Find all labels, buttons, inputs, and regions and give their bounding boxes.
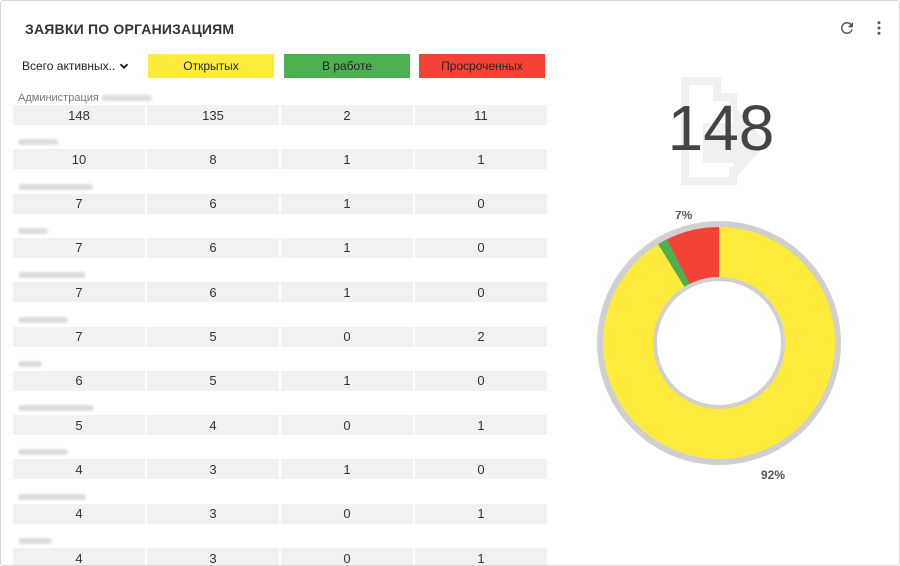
cell-overdue: 2 <box>415 326 547 347</box>
cell-in-work: 1 <box>281 193 413 214</box>
cell-overdue: 1 <box>415 548 547 565</box>
org-name <box>18 180 93 194</box>
org-name-text: Администрация <box>18 92 99 104</box>
cell-total: 7 <box>13 193 145 214</box>
org-name <box>18 135 58 149</box>
cell-in-work: 1 <box>281 459 413 480</box>
cell-total: 4 <box>13 459 145 480</box>
org-name <box>18 268 86 282</box>
org-name <box>18 313 68 327</box>
donut-label-overdue: 7% <box>675 211 693 222</box>
cell-total: 7 <box>13 237 145 258</box>
org-name <box>18 224 48 238</box>
cell-total: 4 <box>13 503 145 524</box>
cell-open: 6 <box>147 193 279 214</box>
redacted-text <box>18 493 86 500</box>
cell-in-work: 0 <box>281 548 413 565</box>
filter-open-button[interactable]: Открытых <box>148 54 274 78</box>
redacted-text <box>18 227 48 234</box>
donut-slice-0[interactable] <box>603 227 835 459</box>
document-arrow-icon <box>673 73 773 193</box>
org-row[interactable]: Администрация 148 135 2 11 <box>13 91 547 127</box>
org-name <box>18 357 42 371</box>
org-name: Администрация <box>18 91 152 105</box>
org-row[interactable]: 10 8 1 1 <box>13 135 547 171</box>
org-name <box>18 401 94 415</box>
cell-overdue: 0 <box>415 370 547 391</box>
chevron-down-icon <box>120 63 129 69</box>
more-vert-icon[interactable] <box>868 17 890 39</box>
cell-in-work: 1 <box>281 237 413 258</box>
cell-open: 3 <box>147 459 279 480</box>
redacted-text <box>101 95 152 102</box>
cell-in-work: 1 <box>281 370 413 391</box>
status-dropdown-label: Всего активных.. <box>22 59 116 73</box>
org-name <box>18 445 68 459</box>
refresh-icon[interactable] <box>836 17 858 39</box>
cell-overdue: 0 <box>415 459 547 480</box>
donut-slice-2[interactable] <box>666 227 719 286</box>
widget-title: ЗАЯВКИ ПО ОРГАНИЗАЦИЯМ <box>25 21 235 37</box>
redacted-text <box>18 360 42 367</box>
cell-open: 135 <box>147 105 279 125</box>
org-name <box>18 534 52 548</box>
redacted-text <box>18 538 52 545</box>
cell-overdue: 1 <box>415 415 547 436</box>
cell-total: 6 <box>13 370 145 391</box>
donut-slice-1[interactable] <box>658 239 691 289</box>
cell-open: 6 <box>147 237 279 258</box>
cell-in-work: 1 <box>281 282 413 303</box>
redacted-text <box>18 139 58 146</box>
filter-in-work-button[interactable]: В работе <box>284 54 410 78</box>
cell-overdue: 1 <box>415 503 547 524</box>
cell-total: 7 <box>13 282 145 303</box>
cell-overdue: 1 <box>415 149 547 170</box>
cell-total: 148 <box>13 105 145 125</box>
status-donut-chart: 92% 7% <box>597 211 841 482</box>
redacted-text <box>18 183 93 190</box>
total-count: 148 <box>667 92 775 164</box>
redacted-text <box>18 449 68 456</box>
status-dropdown[interactable]: Всего активных.. <box>13 54 141 78</box>
cell-total: 5 <box>13 415 145 436</box>
cell-open: 3 <box>147 503 279 524</box>
redacted-text <box>18 405 94 412</box>
cell-total: 10 <box>13 149 145 170</box>
filter-overdue-button[interactable]: Просроченных <box>419 54 545 78</box>
cell-overdue: 11 <box>415 105 547 125</box>
redacted-text <box>18 272 86 279</box>
cell-in-work: 0 <box>281 415 413 436</box>
cell-open: 5 <box>147 370 279 391</box>
cell-overdue: 0 <box>415 237 547 258</box>
donut-hole <box>657 281 781 405</box>
cell-in-work: 0 <box>281 503 413 524</box>
cell-open: 6 <box>147 282 279 303</box>
cell-open: 5 <box>147 326 279 347</box>
cell-open: 3 <box>147 548 279 565</box>
cell-in-work: 0 <box>281 326 413 347</box>
donut-inner-ring <box>653 277 785 409</box>
cell-overdue: 0 <box>415 282 547 303</box>
org-name <box>18 490 86 504</box>
redacted-text <box>18 316 68 323</box>
cell-in-work: 1 <box>281 149 413 170</box>
cell-open: 8 <box>147 149 279 170</box>
cell-in-work: 2 <box>281 105 413 125</box>
cell-open: 4 <box>147 415 279 436</box>
cell-overdue: 0 <box>415 193 547 214</box>
donut-label-open: 92% <box>761 468 785 482</box>
cell-total: 4 <box>13 548 145 565</box>
cell-total: 7 <box>13 326 145 347</box>
